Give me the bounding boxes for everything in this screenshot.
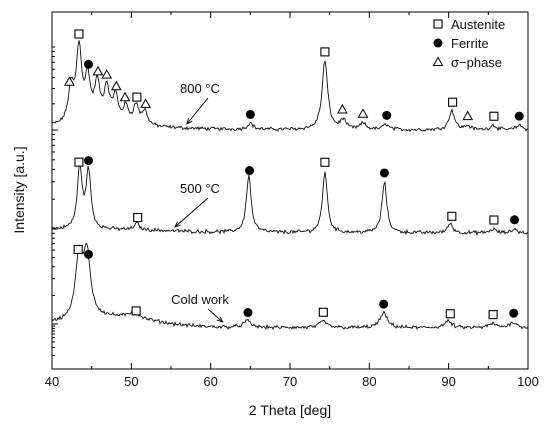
legend-sigma-symbol xyxy=(432,56,444,66)
sigma-phase-marker xyxy=(119,91,131,102)
series-label: Cold work xyxy=(171,292,229,307)
austenite-marker xyxy=(489,215,499,225)
ferrite-marker xyxy=(245,166,255,176)
legend-ferrite-symbol xyxy=(433,38,443,48)
sigma-phase-marker xyxy=(462,110,474,121)
ferrite-marker xyxy=(510,215,520,225)
legend-label: σ−phase xyxy=(451,55,502,70)
austenite-marker xyxy=(133,212,143,223)
sigma-phase-marker xyxy=(64,76,75,86)
austenite-marker xyxy=(131,306,141,316)
legend: Austenite Ferrite σ−phase xyxy=(432,17,505,70)
x-tick-label: 90 xyxy=(441,374,455,389)
series-label: 500 °C xyxy=(180,181,220,196)
austenite-marker xyxy=(445,309,455,319)
austenite-marker xyxy=(74,29,84,39)
y-axis-label: Intensity [a.u.] xyxy=(11,146,27,233)
annotation-arrowhead xyxy=(174,221,181,228)
ferrite-marker xyxy=(382,110,392,120)
y-minor-ticks xyxy=(52,46,58,356)
sigma-phase-marker xyxy=(110,80,122,91)
annotation-arrow xyxy=(174,197,209,228)
ferrite-marker xyxy=(379,299,389,309)
austenite-marker xyxy=(320,47,330,57)
annotation-arrow xyxy=(207,308,223,323)
ferrite-marker xyxy=(83,156,93,166)
series-label: 800 °C xyxy=(180,81,220,96)
annotation-arrowhead xyxy=(216,316,224,323)
annotation-arrowhead xyxy=(186,118,193,125)
diffraction-traces xyxy=(51,40,529,331)
trace-3 xyxy=(51,242,529,331)
legend-label: Austenite xyxy=(451,17,505,32)
sigma-phase-marker xyxy=(337,103,348,114)
series-annotations: 800 °C 500 °C Cold work xyxy=(171,81,229,323)
ferrite-marker xyxy=(83,249,93,259)
x-tick-label: 80 xyxy=(362,374,376,389)
x-tick-label: 60 xyxy=(203,374,217,389)
x-axis: 40 50 60 70 80 90 100 xyxy=(45,12,539,389)
x-tick-label: 100 xyxy=(517,374,539,389)
ferrite-marker xyxy=(83,59,93,69)
austenite-marker xyxy=(73,244,83,255)
austenite-marker xyxy=(132,92,142,102)
trace-2 xyxy=(52,162,529,237)
ferrite-marker xyxy=(245,109,255,119)
annotation-arrow xyxy=(186,97,209,125)
legend-label: Ferrite xyxy=(451,36,489,51)
austenite-marker xyxy=(447,211,457,221)
sigma-phase-marker xyxy=(357,108,369,118)
sigma-phase-marker xyxy=(101,69,113,79)
austenite-marker xyxy=(488,310,498,320)
x-tick-label: 50 xyxy=(124,374,138,389)
ferrite-marker xyxy=(243,308,253,318)
austenite-marker xyxy=(74,157,84,167)
x-tick-label: 40 xyxy=(45,374,59,389)
ferrite-marker xyxy=(514,111,524,121)
x-axis-label: 2 Theta [deg] xyxy=(249,402,331,418)
x-tick-label: 70 xyxy=(283,374,297,389)
sigma-phase-marker xyxy=(140,98,151,108)
phase-markers xyxy=(64,29,524,320)
ferrite-marker xyxy=(379,168,389,178)
austenite-marker xyxy=(318,307,328,317)
sigma-phase-marker xyxy=(92,65,104,76)
austenite-marker xyxy=(320,157,330,167)
austenite-marker xyxy=(489,111,499,121)
ferrite-marker xyxy=(509,308,519,318)
legend-austenite-symbol xyxy=(433,19,443,29)
austenite-marker xyxy=(448,97,458,107)
trace-1 xyxy=(51,40,529,133)
